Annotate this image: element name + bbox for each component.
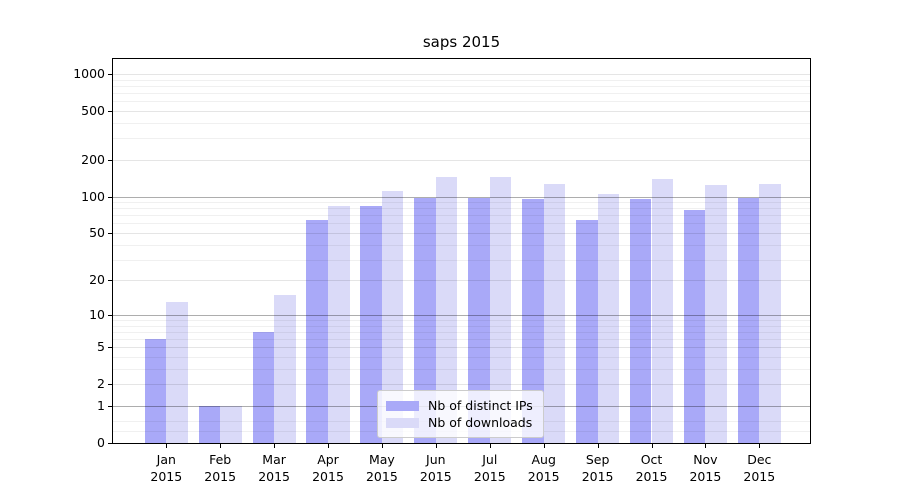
gridline bbox=[113, 73, 810, 75]
legend-label-downloads: Nb of downloads bbox=[428, 415, 533, 430]
y-tick-mark bbox=[108, 159, 113, 161]
y-tick-mark bbox=[108, 406, 113, 407]
x-axis-tick-label: Sep 2015 bbox=[581, 452, 614, 484]
y-axis-tick-label: 1 bbox=[97, 398, 105, 413]
gridline bbox=[113, 79, 810, 81]
x-tick-mark bbox=[759, 444, 761, 448]
y-tick-mark bbox=[108, 280, 113, 282]
y-axis-tick-label: 10 bbox=[89, 306, 105, 322]
x-axis-tick-label: Feb 2015 bbox=[204, 452, 237, 484]
bar-distinct-ips-nov bbox=[683, 209, 706, 443]
bar-distinct-ips-sep bbox=[576, 220, 598, 443]
bar-downloads-jul bbox=[489, 176, 512, 443]
bar-downloads-nov bbox=[705, 185, 727, 443]
gridline bbox=[113, 122, 810, 124]
gridline bbox=[113, 85, 810, 87]
bar-downloads-mar bbox=[274, 294, 296, 443]
y-axis-tick-label: 5 bbox=[97, 339, 105, 355]
bar-distinct-ips-jan bbox=[144, 339, 167, 443]
y-tick-mark bbox=[108, 347, 113, 349]
y-axis-tick-label: 200 bbox=[81, 151, 105, 167]
y-tick-mark bbox=[108, 110, 113, 112]
y-tick-mark bbox=[108, 384, 113, 386]
y-tick-mark bbox=[108, 73, 113, 75]
x-tick-mark bbox=[274, 444, 276, 448]
bar-downloads-may bbox=[381, 191, 404, 443]
y-tick-mark bbox=[108, 443, 113, 444]
x-tick-mark bbox=[381, 444, 383, 448]
gridline bbox=[113, 93, 810, 94]
x-axis-tick-label: Mar 2015 bbox=[258, 452, 290, 484]
x-axis-tick-label: Oct 2015 bbox=[635, 452, 668, 484]
y-axis-tick-label: 20 bbox=[89, 272, 105, 288]
bar-distinct-ips-feb bbox=[198, 406, 221, 443]
legend-item-downloads: Nb of downloads bbox=[386, 414, 535, 431]
chart-title: saps 2015 bbox=[422, 33, 501, 51]
bar-distinct-ips-jun bbox=[414, 197, 436, 443]
legend-label-distinct-ips: Nb of distinct IPs bbox=[428, 398, 533, 413]
gridline bbox=[113, 101, 810, 103]
x-tick-mark bbox=[543, 444, 545, 448]
legend-swatch-distinct-ips bbox=[386, 400, 419, 411]
x-axis-tick-label: Jun 2015 bbox=[419, 452, 452, 484]
x-axis-tick-label: Apr 2015 bbox=[312, 452, 344, 484]
y-axis-tick-label: 500 bbox=[81, 102, 105, 118]
bar-downloads-sep bbox=[597, 194, 620, 443]
x-tick-mark bbox=[166, 444, 168, 448]
legend-item-distinct-ips: Nb of distinct IPs bbox=[386, 397, 535, 414]
bar-downloads-jun bbox=[435, 176, 458, 443]
legend: Nb of distinct IPs Nb of downloads bbox=[377, 390, 544, 438]
x-tick-mark bbox=[489, 444, 491, 448]
gridline bbox=[113, 159, 810, 161]
y-axis-tick-label: 100 bbox=[81, 188, 105, 204]
gridline bbox=[113, 138, 810, 140]
bar-downloads-dec bbox=[759, 184, 781, 443]
x-tick-mark bbox=[435, 444, 437, 448]
y-axis-tick-label: 1000 bbox=[73, 65, 105, 81]
bar-distinct-ips-may bbox=[360, 205, 382, 443]
x-tick-mark bbox=[328, 444, 329, 448]
bar-downloads-feb bbox=[220, 406, 242, 443]
y-tick-mark bbox=[108, 314, 113, 316]
bar-distinct-ips-mar bbox=[252, 331, 275, 443]
y-tick-mark bbox=[108, 196, 113, 198]
bar-distinct-ips-aug bbox=[522, 199, 544, 443]
gridline bbox=[113, 110, 810, 112]
x-axis-tick-label: Dec 2015 bbox=[743, 452, 776, 484]
x-axis-tick-label: Aug 2015 bbox=[527, 452, 560, 484]
x-axis-tick-label: May 2015 bbox=[365, 452, 398, 484]
plot-area: Nb of distinct IPs Nb of downloads bbox=[113, 59, 810, 443]
x-tick-mark bbox=[705, 444, 707, 448]
legend-swatch-downloads bbox=[386, 417, 419, 428]
x-axis-tick-label: Nov 2015 bbox=[689, 452, 722, 484]
bar-downloads-apr bbox=[328, 205, 350, 443]
bar-distinct-ips-apr bbox=[306, 220, 328, 443]
bar-downloads-oct bbox=[651, 178, 674, 443]
bar-downloads-jan bbox=[166, 302, 188, 443]
x-tick-mark bbox=[597, 444, 599, 448]
x-tick-mark bbox=[651, 444, 653, 448]
bar-downloads-aug bbox=[543, 184, 566, 443]
x-axis-tick-label: Jul 2015 bbox=[473, 452, 506, 484]
x-tick-mark bbox=[220, 444, 222, 448]
x-axis-tick-label: Jan 2015 bbox=[150, 452, 183, 484]
y-tick-mark bbox=[108, 233, 113, 234]
bar-distinct-ips-oct bbox=[629, 198, 652, 443]
y-axis-tick-label: 0 bbox=[97, 435, 105, 450]
bar-distinct-ips-jul bbox=[468, 197, 490, 443]
bar-distinct-ips-dec bbox=[737, 197, 760, 443]
y-axis-tick-label: 50 bbox=[89, 225, 105, 240]
y-axis-tick-label: 2 bbox=[97, 376, 105, 392]
